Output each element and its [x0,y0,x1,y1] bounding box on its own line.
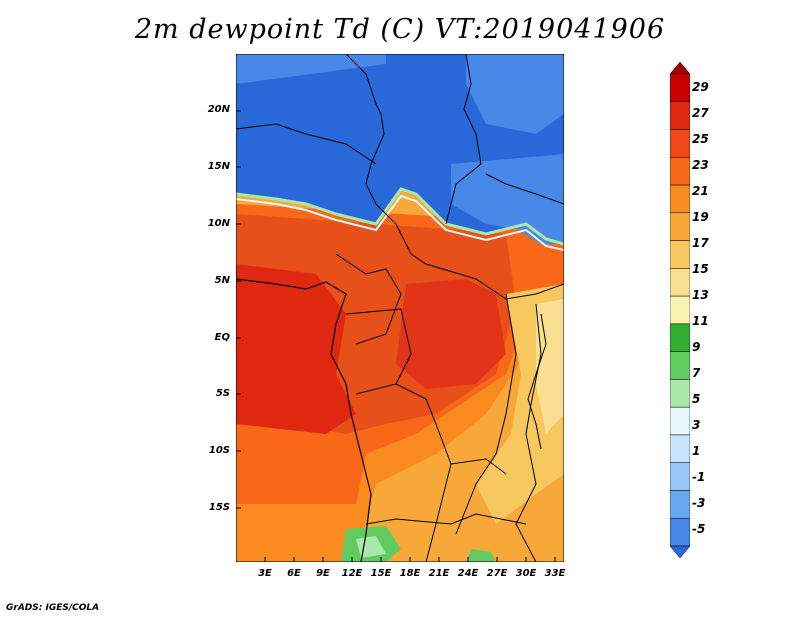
colorbar-label: 5 [692,392,701,406]
fill-libya-egypt [466,54,564,134]
xtick-label: 33E [544,568,566,579]
colorbar-label: 13 [692,288,709,302]
xtick-label: 9E [316,568,330,579]
xtick-label: 18E [399,568,421,579]
colorbar-label: -5 [692,522,706,536]
colorbar-label: 19 [692,210,709,224]
colorbar-segment [670,379,690,408]
xtick-label: 30E [515,568,537,579]
colorbar-segment [670,157,690,186]
colorbar-label: 17 [692,236,709,250]
ytick-label: 10S [208,445,230,456]
border-mali-niger [235,123,377,165]
ytick-label: 5S [215,388,230,399]
colorbar-segment [670,268,690,297]
country-borders [235,53,565,563]
colorbar-segment [670,101,690,130]
ytick-label: EQ [214,332,230,343]
colorbar-segment [670,62,690,75]
border-mozambique [515,433,537,563]
colorbar-segment [670,295,690,325]
colorbar-segment [670,517,690,547]
colorbar-label: 9 [692,340,701,354]
border-gabon-congo [345,308,412,395]
colorbar-segment [670,434,690,463]
colorbar-label: 11 [692,314,709,328]
chart-title: 2m dewpoint Td (C) VT:2019041906 [134,14,666,45]
border-angola-zambia [425,463,452,563]
colorbar [670,62,690,558]
border-chad-libya [445,53,482,225]
ytick-label: 15N [207,161,230,172]
colorbar-label: 21 [692,184,709,198]
xtick-label: 3E [258,568,272,579]
fill-congo-core [396,279,506,389]
moisture-boundary [235,187,565,246]
border-drc-east [455,293,517,535]
colorbar-segment [670,406,690,436]
colorbar-segment [670,490,690,519]
border-cameroon [335,253,402,345]
ytick-label: 15S [208,502,230,513]
moisture-boundary-inner [235,194,565,251]
axis-tick-marks [236,110,556,562]
fill-sudan [451,154,564,244]
border-niger-algeria [345,53,385,205]
colorbar-label: 1 [692,444,701,458]
fill-sahara-north [236,54,386,84]
colorbar-label: 29 [692,80,709,94]
colorbar-label: 25 [692,132,709,146]
great-lakes-outline [527,313,547,450]
footer-credit: GrADS: IGES/COLA [6,603,100,613]
fill-band-27 [236,264,356,434]
border-drc-angola [395,383,507,475]
xtick-label: 21E [428,568,450,579]
ytick-label: 10N [207,218,230,229]
fill-lake-region [536,299,564,434]
border-uganda-tanzania [525,303,542,435]
border-nigeria-car [375,203,507,300]
fill-green-pocket-east [466,549,496,562]
map-plot-area [235,53,565,563]
colorbar-segment [670,462,690,491]
colorbar-label: 7 [692,366,701,380]
colorbar-label: 23 [692,158,709,172]
colorbar-segment [670,73,690,103]
colorbar-label: -1 [692,470,706,484]
ytick-label: 20N [207,104,230,115]
colorbar-segment [670,129,690,158]
fill-green-pocket-inner [356,536,386,558]
xtick-label: 15E [370,568,392,579]
border-south-sudan [505,283,565,300]
xtick-label: 27E [486,568,508,579]
colorbar-segment [670,240,690,269]
colorbar-label: -3 [692,496,706,510]
colorbar-segment [670,184,690,214]
ytick-label: 5N [214,275,230,286]
colorbar-segment [670,351,690,380]
colorbar-segment [670,212,690,241]
colorbar-segment [670,545,690,558]
colorbar-label: 15 [692,262,709,276]
dewpoint-map [235,53,565,563]
coastline [235,278,372,563]
colorbar-label: 27 [692,106,709,120]
colorbar-segment [670,323,690,352]
xtick-label: 24E [457,568,479,579]
xtick-label: 12E [341,568,363,579]
border-sudan [485,173,565,205]
xtick-label: 6E [287,568,301,579]
border-namibia [365,513,527,525]
colorbar-label: 3 [692,418,701,432]
